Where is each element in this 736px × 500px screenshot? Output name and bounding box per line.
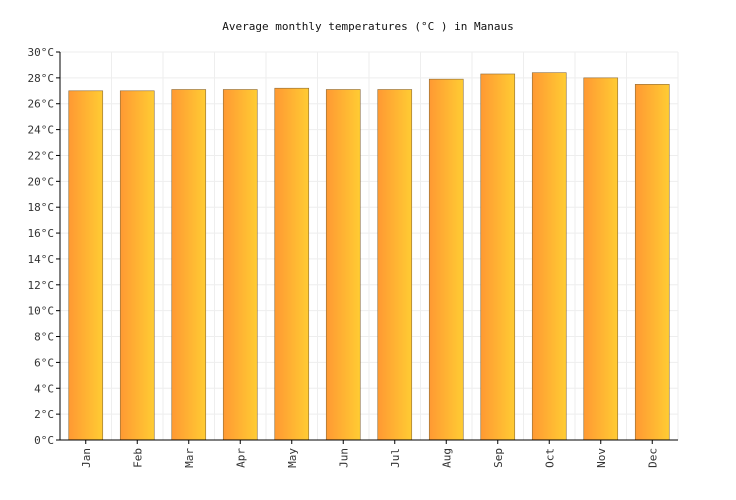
y-tick-label: 14°C: [28, 253, 55, 266]
x-tick-label: Jul: [389, 448, 402, 468]
y-tick-label: 26°C: [28, 98, 55, 111]
y-tick-label: 0°C: [34, 434, 54, 447]
y-tick-label: 24°C: [28, 124, 55, 137]
y-tick-label: 8°C: [34, 331, 54, 344]
y-tick-label: 2°C: [34, 408, 54, 421]
chart-title: Average monthly temperatures (°C ) in Ma…: [222, 20, 513, 33]
y-tick-label: 4°C: [34, 382, 54, 395]
x-tick-label: Jan: [80, 448, 93, 468]
bar-may: [274, 87, 310, 441]
bar-jan: [68, 90, 104, 441]
bar-jun: [325, 89, 361, 441]
x-tick-label: Feb: [131, 448, 144, 468]
y-tick-label: 18°C: [28, 201, 55, 214]
axes: [56, 51, 678, 444]
x-tick-label: Sep: [492, 448, 505, 468]
bar-nov: [583, 77, 619, 441]
x-tick-label: Aug: [440, 448, 453, 468]
x-tick-label: Apr: [234, 448, 247, 468]
bar-oct: [531, 72, 567, 441]
bar-dec: [634, 84, 670, 441]
bar-sep: [480, 73, 516, 441]
x-tick-label: May: [286, 448, 299, 468]
y-tick-labels: 0°C 2°C 4°C 6°C 8°C 10°C 12°C 14°C 16°C 18°C 20°C 2…: [28, 46, 55, 447]
x-tick-label: Jun: [337, 448, 350, 468]
y-tick-label: 10°C: [28, 305, 55, 318]
bar-jul: [377, 89, 413, 441]
x-tick-label: Nov: [595, 448, 608, 468]
y-tick-label: 6°C: [34, 356, 54, 369]
bar-aug: [428, 78, 464, 441]
x-tick-label: Mar: [183, 448, 196, 468]
y-tick-label: 16°C: [28, 227, 55, 240]
x-tick-label: Dec: [646, 448, 659, 468]
x-tick-labels: Jan Feb Mar Apr May Jun Jul Aug Sep Oct Nov Dec: [80, 448, 660, 468]
y-tick-label: 28°C: [28, 72, 55, 85]
bar-apr: [222, 89, 258, 441]
bar-mar: [171, 89, 207, 441]
grid-lines: [60, 51, 679, 440]
bars: [68, 72, 670, 441]
bar-feb: [119, 90, 155, 441]
y-tick-label: 30°C: [28, 46, 55, 59]
y-tick-label: 22°C: [28, 149, 55, 162]
y-tick-label: 20°C: [28, 175, 55, 188]
y-tick-label: 12°C: [28, 279, 55, 292]
x-tick-label: Oct: [543, 448, 556, 468]
